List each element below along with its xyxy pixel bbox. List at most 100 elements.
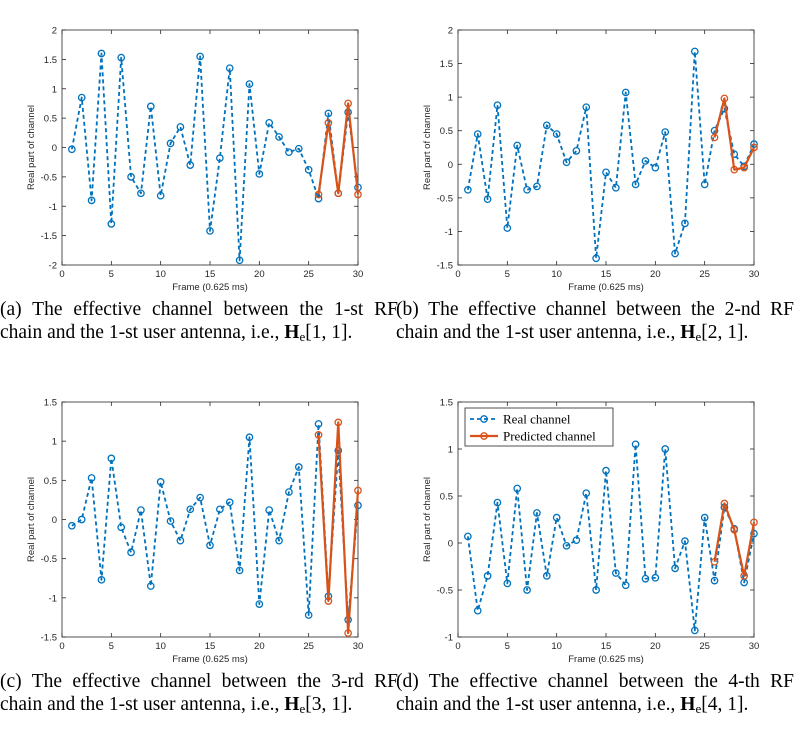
caption-text: The effective channel between the 1-st R… [0, 299, 398, 343]
predicted-channel-point [750, 518, 758, 527]
real-channel-point [523, 185, 531, 194]
real-channel-point [671, 564, 679, 573]
caption-math-index: [2, 1]. [701, 322, 749, 343]
axes-box [61, 401, 359, 638]
real-channel-point [245, 433, 254, 442]
legend-real-marker [480, 415, 488, 423]
real-channel-point [156, 191, 165, 200]
real-channel-point [552, 513, 561, 522]
real-channel-point [87, 474, 96, 482]
x-axis-label: Frame (0.625 ms) [568, 654, 644, 665]
y-tick-label: -1.5 [437, 261, 453, 272]
predicted-channel-point [344, 99, 352, 108]
real-channel-point [275, 133, 283, 141]
x-tick-label: 5 [109, 641, 114, 652]
y-tick-label: 0 [448, 539, 453, 550]
real-channel-point [117, 523, 126, 532]
real-channel-point [137, 506, 145, 514]
y-tick-label: 1.5 [44, 398, 57, 409]
real-channel-point [750, 529, 758, 538]
caption-label: (b) [396, 299, 419, 320]
y-tick-label: 0.5 [44, 114, 57, 125]
predicted-channel-point [354, 190, 362, 199]
caption-math-sub: e [299, 329, 306, 344]
y-tick-label: 2 [448, 26, 453, 37]
predicted-channel-point [334, 418, 343, 427]
real-channel-point [542, 572, 551, 580]
real-channel-point [225, 64, 234, 73]
real-channel-point [107, 220, 116, 228]
y-tick-label: -1.5 [41, 231, 57, 242]
real-channel-point [464, 532, 472, 541]
x-tick-label: 30 [749, 641, 760, 652]
x-axis-label: Frame (0.625 ms) [172, 282, 248, 293]
x-tick-label: 5 [505, 269, 510, 280]
real-channel-point [314, 194, 323, 203]
x-tick-label: 15 [601, 641, 612, 652]
chart-d: 0 5 10 15 20 25 30 -1 -0.5 0 0.5 1 1.5 Frame (0.625 m… [404, 382, 794, 672]
panel-d: 0 5 10 15 20 25 30 -1 -0.5 0 0.5 1 1.5 Frame (0.625 m… [396, 372, 794, 744]
x-tick-label: 20 [254, 269, 265, 280]
x-tick-label: 0 [455, 641, 460, 652]
x-tick-label: 15 [601, 269, 612, 280]
real-channel-point [117, 53, 126, 62]
caption-math-symbol: H [680, 322, 696, 343]
real-channel-point [700, 513, 709, 522]
real-channel-point [304, 611, 313, 619]
caption-c: (c) The effective channel between the 3-… [0, 670, 398, 720]
caption-math-sub: e [695, 701, 702, 716]
y-tick-label: 1.5 [440, 398, 453, 409]
real-channel-point [176, 123, 185, 131]
real-channel-point [582, 489, 591, 498]
caption-math-index: [4, 1]. [701, 694, 749, 715]
real-channel-point [562, 541, 571, 550]
real-channel-point [127, 173, 135, 181]
x-tick-label: 30 [749, 269, 760, 280]
y-tick-label: 1 [52, 84, 57, 95]
legend-real-label: Real channel [503, 412, 571, 427]
y-tick-label: -0.5 [437, 193, 453, 204]
caption-math: He[4, 1]. [680, 694, 749, 716]
predicted-channel-point [730, 525, 739, 534]
predicted-channel-point [740, 572, 748, 580]
real-channel-point [314, 420, 323, 428]
real-channel-point [473, 606, 482, 615]
x-tick-label: 15 [205, 269, 216, 280]
real-channel-line [466, 50, 755, 260]
caption-math: He[3, 1]. [284, 694, 352, 716]
real-channel-point [265, 506, 274, 514]
real-channel-point [592, 586, 600, 594]
real-channel-point [562, 158, 571, 167]
predicted-channel-point [710, 557, 719, 566]
caption-math: He[1, 1]. [284, 322, 352, 344]
y-tick-label: 1 [52, 437, 57, 448]
real-channel-point [87, 196, 96, 205]
caption-d: (d) The effective channel between the 4-… [396, 670, 794, 720]
real-channel-point [661, 128, 670, 136]
x-tick-label: 20 [650, 269, 661, 280]
y-tick-label: 0.5 [440, 126, 453, 137]
caption-math-symbol: H [284, 322, 300, 343]
real-channel-point [176, 536, 185, 545]
caption-text: The effective channel between the 4-th R… [396, 671, 794, 715]
real-channel-point [523, 586, 531, 594]
real-channel-point [107, 454, 116, 463]
real-channel-point [334, 446, 343, 455]
caption-b: (b) The effective channel between the 2-… [396, 298, 794, 348]
predicted-channel-line [317, 421, 360, 635]
predicted-channel-point [344, 629, 352, 637]
real-channel-point [533, 509, 541, 517]
predicted-channel-point [314, 190, 323, 199]
real-channel-point [612, 569, 620, 577]
real-channel-point [533, 182, 541, 191]
y-tick-label: -2 [49, 261, 57, 272]
x-tick-label: 15 [205, 641, 216, 652]
real-channel-point [285, 148, 293, 157]
x-tick-label: 25 [699, 641, 710, 652]
real-channel-point [690, 626, 699, 635]
y-tick-label: 1.5 [44, 55, 57, 66]
caption-math-symbol: H [284, 694, 300, 715]
y-tick-label: 1 [448, 93, 453, 104]
real-channel-point [651, 163, 660, 172]
real-channel-point [146, 102, 155, 111]
